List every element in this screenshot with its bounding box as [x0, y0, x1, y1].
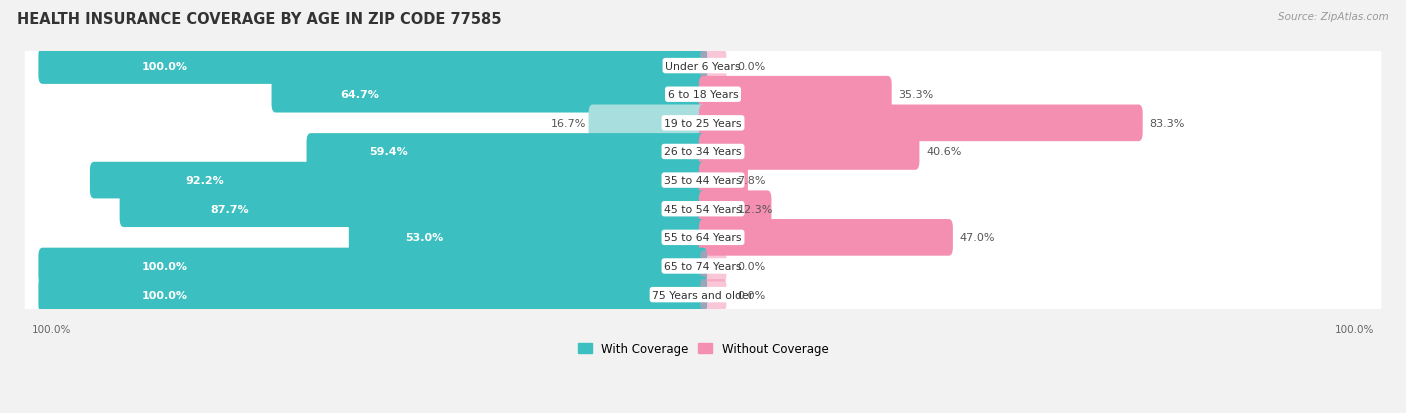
FancyBboxPatch shape	[700, 251, 727, 282]
FancyBboxPatch shape	[307, 134, 707, 171]
Text: 7.8%: 7.8%	[737, 176, 766, 186]
FancyBboxPatch shape	[25, 246, 1381, 286]
FancyBboxPatch shape	[700, 51, 727, 82]
FancyBboxPatch shape	[90, 162, 707, 199]
FancyBboxPatch shape	[699, 105, 1143, 142]
FancyBboxPatch shape	[25, 189, 1381, 229]
Legend: With Coverage, Without Coverage: With Coverage, Without Coverage	[572, 337, 834, 360]
FancyBboxPatch shape	[38, 248, 707, 285]
FancyBboxPatch shape	[38, 277, 707, 313]
Text: 0.0%: 0.0%	[737, 261, 766, 271]
Text: 59.4%: 59.4%	[370, 147, 408, 157]
FancyBboxPatch shape	[25, 46, 1381, 86]
Text: 100.0%: 100.0%	[1336, 325, 1375, 335]
Text: 100.0%: 100.0%	[142, 261, 187, 271]
Text: Under 6 Years: Under 6 Years	[665, 62, 741, 71]
FancyBboxPatch shape	[25, 132, 1381, 172]
FancyBboxPatch shape	[25, 161, 1381, 201]
Text: 65 to 74 Years: 65 to 74 Years	[664, 261, 742, 271]
FancyBboxPatch shape	[700, 280, 727, 310]
Text: 75 Years and older: 75 Years and older	[652, 290, 754, 300]
FancyBboxPatch shape	[25, 218, 1381, 258]
FancyBboxPatch shape	[699, 134, 920, 171]
Text: HEALTH INSURANCE COVERAGE BY AGE IN ZIP CODE 77585: HEALTH INSURANCE COVERAGE BY AGE IN ZIP …	[17, 12, 502, 27]
FancyBboxPatch shape	[25, 75, 1381, 115]
Text: 12.3%: 12.3%	[737, 204, 773, 214]
Text: 16.7%: 16.7%	[550, 119, 586, 128]
Text: 100.0%: 100.0%	[31, 325, 70, 335]
Text: 100.0%: 100.0%	[142, 62, 187, 71]
FancyBboxPatch shape	[25, 275, 1381, 315]
Text: 92.2%: 92.2%	[186, 176, 224, 186]
FancyBboxPatch shape	[699, 219, 953, 256]
Text: 6 to 18 Years: 6 to 18 Years	[668, 90, 738, 100]
Text: 100.0%: 100.0%	[142, 290, 187, 300]
Text: 55 to 64 Years: 55 to 64 Years	[664, 233, 742, 243]
FancyBboxPatch shape	[699, 191, 772, 228]
Text: 19 to 25 Years: 19 to 25 Years	[664, 119, 742, 128]
FancyBboxPatch shape	[589, 105, 707, 142]
Text: 26 to 34 Years: 26 to 34 Years	[664, 147, 742, 157]
Text: 40.6%: 40.6%	[927, 147, 962, 157]
FancyBboxPatch shape	[699, 77, 891, 113]
FancyBboxPatch shape	[349, 219, 707, 256]
Text: 35 to 44 Years: 35 to 44 Years	[664, 176, 742, 186]
Text: 45 to 54 Years: 45 to 54 Years	[664, 204, 742, 214]
Text: 87.7%: 87.7%	[211, 204, 249, 214]
Text: 0.0%: 0.0%	[737, 62, 766, 71]
FancyBboxPatch shape	[38, 48, 707, 85]
Text: Source: ZipAtlas.com: Source: ZipAtlas.com	[1278, 12, 1389, 22]
Text: 35.3%: 35.3%	[898, 90, 934, 100]
FancyBboxPatch shape	[120, 191, 707, 228]
FancyBboxPatch shape	[25, 104, 1381, 144]
Text: 64.7%: 64.7%	[340, 90, 378, 100]
Text: 53.0%: 53.0%	[405, 233, 444, 243]
Text: 0.0%: 0.0%	[737, 290, 766, 300]
FancyBboxPatch shape	[699, 162, 748, 199]
Text: 83.3%: 83.3%	[1150, 119, 1185, 128]
FancyBboxPatch shape	[271, 77, 707, 113]
Text: 47.0%: 47.0%	[960, 233, 995, 243]
